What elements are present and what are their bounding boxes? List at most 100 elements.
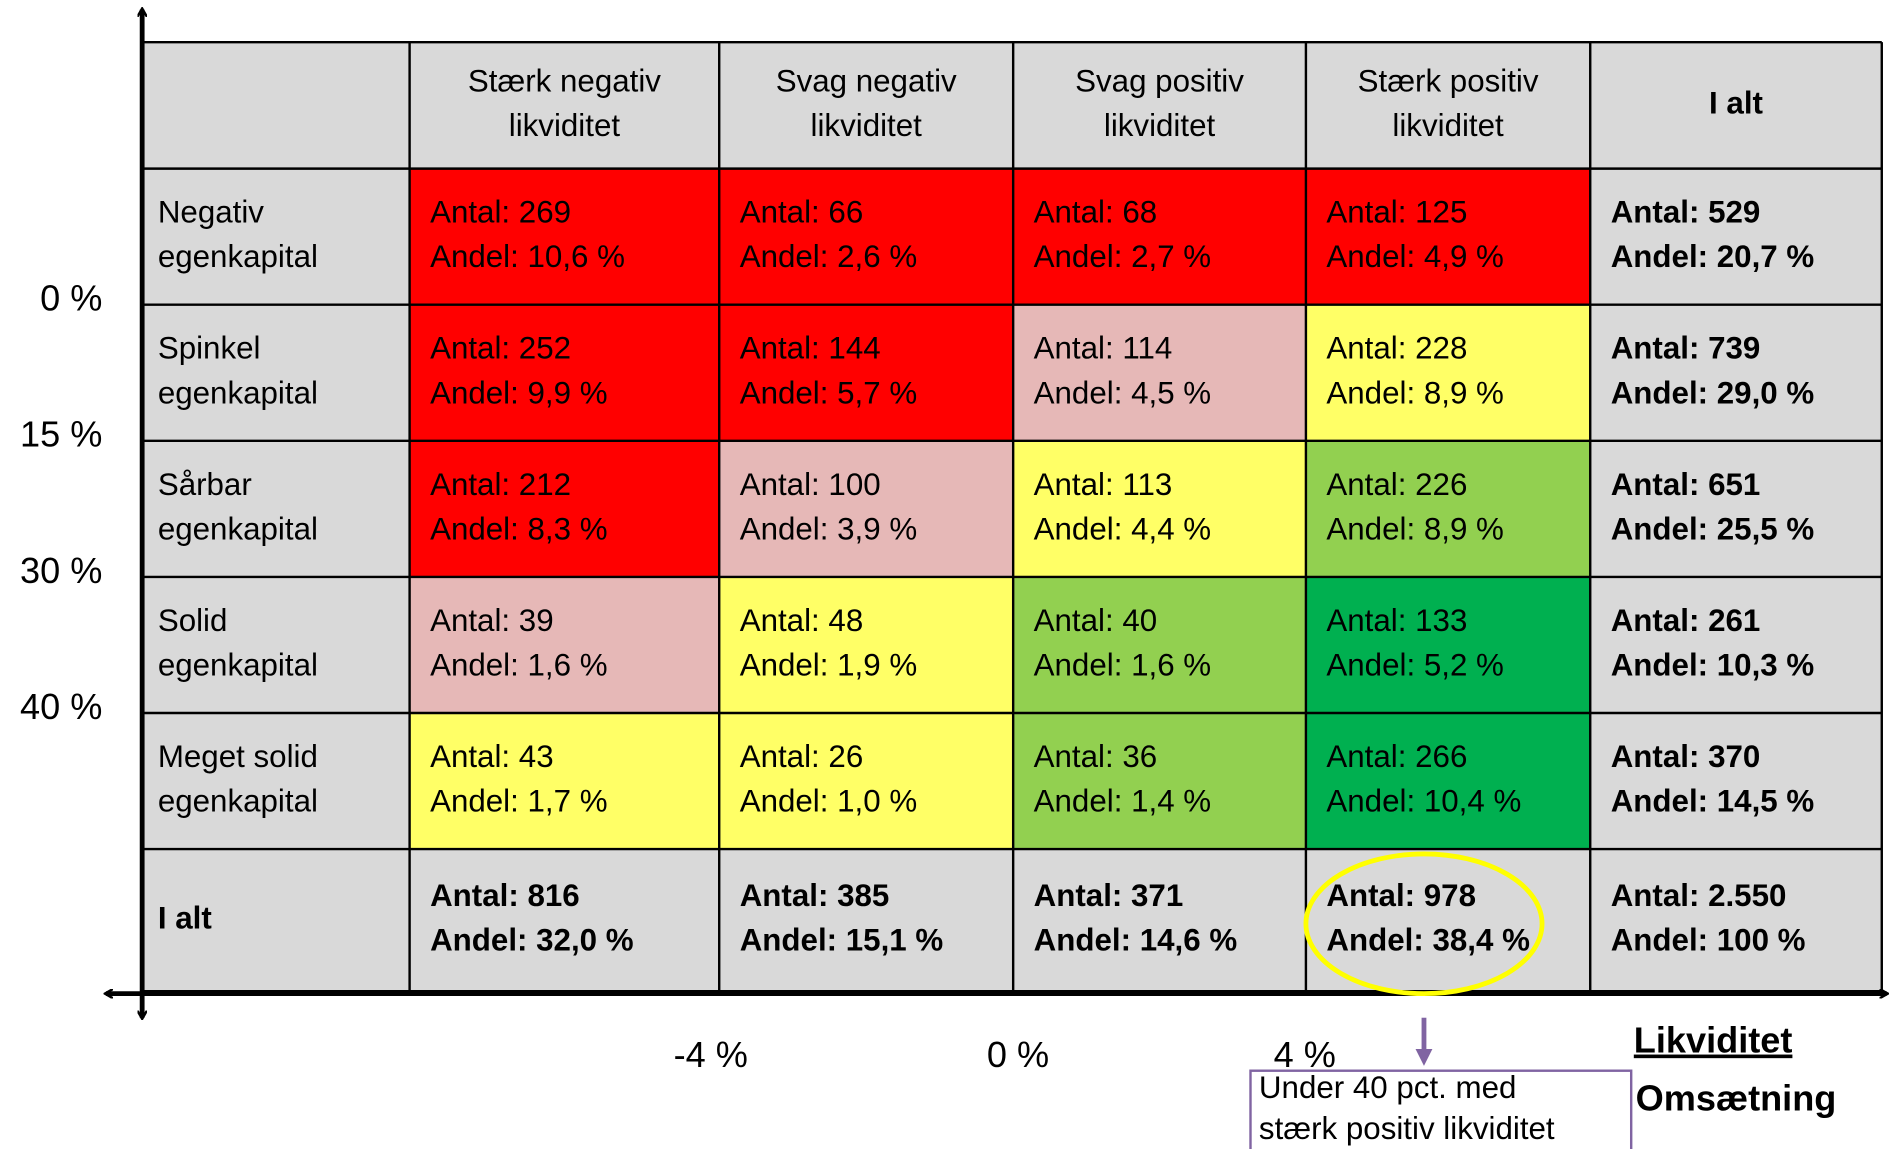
column-total: Andel: 38,4 % xyxy=(1326,923,1530,958)
highlight-ellipse xyxy=(1303,851,1545,997)
cell-fill xyxy=(409,304,720,441)
x-axis-label: 4 % xyxy=(1274,1034,1336,1075)
cell-text: Antal: 125 xyxy=(1326,195,1467,230)
cell-text: Andel: 1,9 % xyxy=(740,648,917,683)
row-total: Antal: 529 xyxy=(1611,195,1761,230)
cell-fill xyxy=(1305,168,1591,305)
column-header: likviditet xyxy=(811,108,923,143)
cell-fill xyxy=(719,168,1014,305)
row-total: Andel: 10,3 % xyxy=(1611,648,1815,683)
x-axis-label: -4 % xyxy=(674,1034,748,1075)
column-total: Antal: 385 xyxy=(740,878,890,913)
row-header: egenkapital xyxy=(158,375,318,410)
y-axis-title: Omsætning xyxy=(1636,1077,1837,1118)
y-axis-label: 15 % xyxy=(20,414,102,455)
cell-fill xyxy=(1305,713,1591,850)
row-total: Antal: 261 xyxy=(1611,603,1761,638)
y-axis-label: 0 % xyxy=(40,278,102,319)
callout-box xyxy=(1249,1069,1633,1149)
row-header: egenkapital xyxy=(158,784,318,819)
column-header: likviditet xyxy=(509,108,621,143)
row-header: egenkapital xyxy=(158,511,318,546)
cell-text: Andel: 1,4 % xyxy=(1034,784,1211,819)
column-header: likviditet xyxy=(1392,108,1504,143)
cell-text: Andel: 8,9 % xyxy=(1326,375,1503,410)
x-axis-title: Likviditet xyxy=(1634,1020,1793,1061)
cell-fill xyxy=(409,576,720,714)
cell-text: Antal: 266 xyxy=(1326,739,1467,774)
cell-text: Antal: 26 xyxy=(740,739,864,774)
cell-text: Andel: 3,9 % xyxy=(740,511,917,546)
cell-text: Antal: 144 xyxy=(740,331,881,366)
cell-text: Andel: 8,3 % xyxy=(430,511,607,546)
row-header: egenkapital xyxy=(158,239,318,274)
cell-fill xyxy=(1305,576,1591,714)
cell-fill xyxy=(719,713,1014,850)
cell-text: Andel: 9,9 % xyxy=(430,375,607,410)
table: Stærk negativ likviditet Svag negativ likvi… xyxy=(140,40,1883,993)
cell-text: Antal: 269 xyxy=(430,195,571,230)
cell-text: Andel: 1,0 % xyxy=(740,784,917,819)
cell-text: Andel: 1,6 % xyxy=(1034,648,1211,683)
y-axis-label: 40 % xyxy=(20,686,102,727)
annotations: 0 % 15 % 30 % 40 % -4 % 0 % 4 % Likviditet Omsæt… xyxy=(20,10,1887,1149)
cell-fill xyxy=(719,440,1014,577)
column-total: Andel: 15,1 % xyxy=(740,923,944,958)
cell-text: Antal: 100 xyxy=(740,467,881,502)
column-header: Svag positiv xyxy=(1075,63,1244,98)
column-total: Andel: 32,0 % xyxy=(430,923,634,958)
cell-fill xyxy=(1305,304,1591,441)
grand-total: Antal: 2.550 xyxy=(1611,878,1787,913)
row-header: egenkapital xyxy=(158,648,318,683)
cell-text: Antal: 212 xyxy=(430,467,571,502)
cell-text: Andel: 1,7 % xyxy=(430,784,607,819)
column-header: Svag negativ xyxy=(776,63,957,98)
cell-fill xyxy=(409,168,720,305)
row-total: Antal: 739 xyxy=(1611,331,1761,366)
row-total: Antal: 651 xyxy=(1611,467,1761,502)
cell-text: Andel: 10,4 % xyxy=(1326,784,1521,819)
cell-fill xyxy=(1013,304,1306,441)
row-header: Spinkel xyxy=(158,331,261,366)
cell-text: Andel: 4,5 % xyxy=(1034,375,1211,410)
cell-fill xyxy=(1013,168,1306,305)
cell-text: Antal: 68 xyxy=(1034,195,1158,230)
row-header: Meget solid xyxy=(158,739,318,774)
cell-text: Antal: 40 xyxy=(1034,603,1158,638)
row-header: I alt xyxy=(158,900,212,935)
cell-fill xyxy=(409,440,720,577)
cell-text: Antal: 36 xyxy=(1034,739,1158,774)
cell-text: Antal: 48 xyxy=(740,603,864,638)
row-total: Andel: 20,7 % xyxy=(1611,239,1815,274)
row-total: Andel: 29,0 % xyxy=(1611,375,1815,410)
cell-text: Andel: 2,6 % xyxy=(740,239,917,274)
cell-text: Antal: 39 xyxy=(430,603,554,638)
row-header: Sårbar xyxy=(158,467,252,502)
y-axis-label: 30 % xyxy=(20,550,102,591)
cell-text: Antal: 114 xyxy=(1034,331,1173,366)
row-total: Andel: 25,5 % xyxy=(1611,511,1815,546)
cell-text: Antal: 43 xyxy=(430,739,554,774)
cell-fill xyxy=(1013,576,1306,714)
cell-text: Antal: 66 xyxy=(740,195,864,230)
grand-total: Andel: 100 % xyxy=(1611,923,1806,958)
cell-text: Antal: 228 xyxy=(1326,331,1467,366)
cell-text: Andel: 8,9 % xyxy=(1326,511,1503,546)
cell-text: Andel: 4,9 % xyxy=(1326,239,1503,274)
column-header: Stærk negativ xyxy=(468,63,661,98)
cell-fill xyxy=(1305,440,1591,577)
cell-fill xyxy=(1013,713,1306,850)
cell-text: Antal: 252 xyxy=(430,331,571,366)
column-header: likviditet xyxy=(1104,108,1216,143)
column-total: Antal: 371 xyxy=(1034,878,1184,913)
cell-text: Antal: 113 xyxy=(1034,467,1173,502)
cell-fill xyxy=(719,304,1014,441)
cell-text: Antal: 133 xyxy=(1326,603,1467,638)
cell-text: Andel: 4,4 % xyxy=(1034,511,1211,546)
cell-fill xyxy=(409,713,720,850)
column-header: I alt xyxy=(1709,86,1763,121)
row-header: Solid xyxy=(158,603,228,638)
cell-fill xyxy=(719,576,1014,714)
cell-text: Andel: 10,6 % xyxy=(430,239,625,274)
